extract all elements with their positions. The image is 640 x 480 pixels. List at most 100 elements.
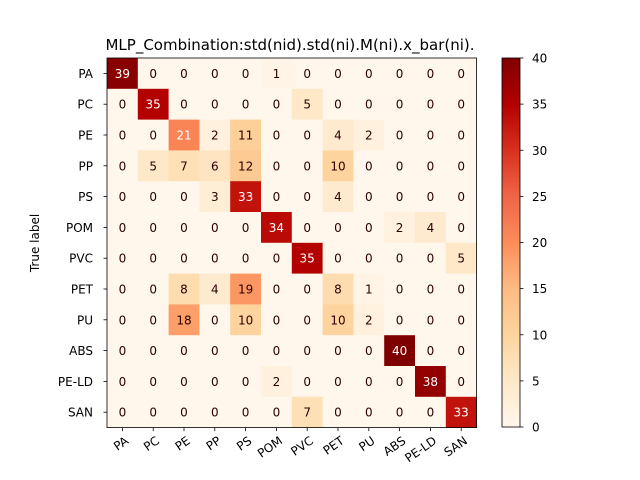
heatmap-cell xyxy=(415,242,447,274)
cell-value-label: 0 xyxy=(303,375,311,389)
heatmap-cell xyxy=(199,150,231,182)
cell-value-label: 0 xyxy=(242,252,250,266)
cell-value-label: 33 xyxy=(454,406,469,420)
heatmap-cell xyxy=(261,335,293,367)
cell-value-label: 0 xyxy=(427,98,435,112)
colorbar-tick-label: 5 xyxy=(532,374,540,388)
heatmap-plot-area: 39 0 0 0 0 1 0 0 0 0 0 00 35 0 0 0 0 5 0 0 0 0 00 0 21 2 11 0 0 4 2 0 0 0… xyxy=(58,57,478,465)
cell-value-label: 4 xyxy=(334,190,342,204)
cell-value-label: 0 xyxy=(396,406,404,420)
cell-value-label: 0 xyxy=(242,221,250,235)
heatmap-cell xyxy=(168,396,200,428)
heatmap-cell xyxy=(137,242,169,274)
cell-value-label: 0 xyxy=(119,252,127,266)
heatmap-cell xyxy=(137,335,169,367)
chart-title: MLP_Combination:std(nid).std(ni).M(ni).x… xyxy=(105,36,474,55)
heatmap-cell xyxy=(168,119,200,151)
cell-value-label: 0 xyxy=(273,406,281,420)
cell-value-label: 10 xyxy=(330,159,345,173)
heatmap-cell xyxy=(261,396,293,428)
cell-value-label: 0 xyxy=(242,375,250,389)
heatmap-cell xyxy=(353,366,385,398)
heatmap-cell xyxy=(107,273,139,305)
heatmap-cell xyxy=(445,88,477,120)
heatmap-cell xyxy=(415,335,447,367)
cell-value-label: 0 xyxy=(149,67,157,81)
heatmap-cell xyxy=(168,273,200,305)
cell-value-label: 0 xyxy=(149,406,157,420)
cell-value-label: 0 xyxy=(396,190,404,204)
heatmap-cell xyxy=(137,366,169,398)
cell-value-label: 0 xyxy=(149,375,157,389)
cell-value-label: 0 xyxy=(303,283,311,297)
heatmap-cell xyxy=(445,212,477,244)
cell-value-label: 0 xyxy=(149,190,157,204)
colorbar: 0 5 10 15 20 25 30 35 40 xyxy=(501,52,547,435)
heatmap-cell xyxy=(107,242,139,274)
cell-value-label: 0 xyxy=(273,283,281,297)
cell-value-label: 0 xyxy=(180,252,188,266)
heatmap-cell xyxy=(168,335,200,367)
heatmap-cell xyxy=(137,119,169,151)
heatmap-cell xyxy=(445,58,477,90)
cell-value-label: 0 xyxy=(334,67,342,81)
cell-value-label: 0 xyxy=(427,313,435,327)
y-tick-label: PP xyxy=(79,159,93,173)
cell-value-label: 0 xyxy=(211,406,219,420)
heatmap-cell xyxy=(384,150,416,182)
y-tick-label: PA xyxy=(78,67,93,81)
colorbar-tick-label: 35 xyxy=(532,98,547,112)
y-tick-label: POM xyxy=(66,221,93,235)
cell-value-label: 19 xyxy=(238,283,253,297)
heatmap-cell xyxy=(261,212,293,244)
cell-value-label: 0 xyxy=(396,129,404,143)
cell-value-label: 0 xyxy=(457,159,465,173)
cell-value-label: 0 xyxy=(334,344,342,358)
y-tick-label: ABS xyxy=(69,344,93,358)
heatmap-cell xyxy=(415,273,447,305)
cell-value-label: 10 xyxy=(330,313,345,327)
heatmap-cell xyxy=(415,58,447,90)
cell-value-label: 0 xyxy=(396,67,404,81)
heatmap-cell xyxy=(199,88,231,120)
cell-value-label: 0 xyxy=(180,190,188,204)
heatmap-cell xyxy=(322,366,354,398)
heatmap-cell xyxy=(261,273,293,305)
heatmap-cell xyxy=(415,150,447,182)
cell-value-label: 0 xyxy=(273,98,281,112)
heatmap-cell xyxy=(137,304,169,336)
cell-value-label: 0 xyxy=(365,67,373,81)
heatmap-cell xyxy=(199,58,231,90)
x-tick-label: PS xyxy=(234,434,254,454)
y-tick-label: SAN xyxy=(68,406,93,420)
cell-value-label: 5 xyxy=(303,98,311,112)
cell-value-label: 0 xyxy=(149,129,157,143)
cell-value-label: 0 xyxy=(427,406,435,420)
colorbar-tick-label: 30 xyxy=(532,144,547,158)
heatmap-cell xyxy=(230,119,262,151)
heatmap-cell xyxy=(384,181,416,213)
cell-value-label: 1 xyxy=(365,283,373,297)
heatmap-cell xyxy=(353,58,385,90)
cell-value-label: 0 xyxy=(365,252,373,266)
heatmap-cell xyxy=(107,150,139,182)
cell-value-label: 0 xyxy=(365,375,373,389)
cell-value-label: 0 xyxy=(119,159,127,173)
cell-value-label: 0 xyxy=(119,344,127,358)
heatmap-cell xyxy=(445,304,477,336)
heatmap-cell xyxy=(353,181,385,213)
cell-value-label: 0 xyxy=(149,283,157,297)
cell-value-label: 0 xyxy=(273,129,281,143)
cell-value-label: 0 xyxy=(303,344,311,358)
cell-value-label: 2 xyxy=(273,375,281,389)
heatmap-cell xyxy=(384,335,416,367)
cell-value-label: 0 xyxy=(303,67,311,81)
heatmap-cell xyxy=(415,304,447,336)
heatmap-cell xyxy=(384,366,416,398)
heatmap-cell xyxy=(168,181,200,213)
cell-value-label: 0 xyxy=(119,190,127,204)
cell-value-label: 0 xyxy=(334,221,342,235)
heatmap-cell xyxy=(137,273,169,305)
heatmap-cell xyxy=(291,212,323,244)
cell-value-label: 0 xyxy=(273,313,281,327)
